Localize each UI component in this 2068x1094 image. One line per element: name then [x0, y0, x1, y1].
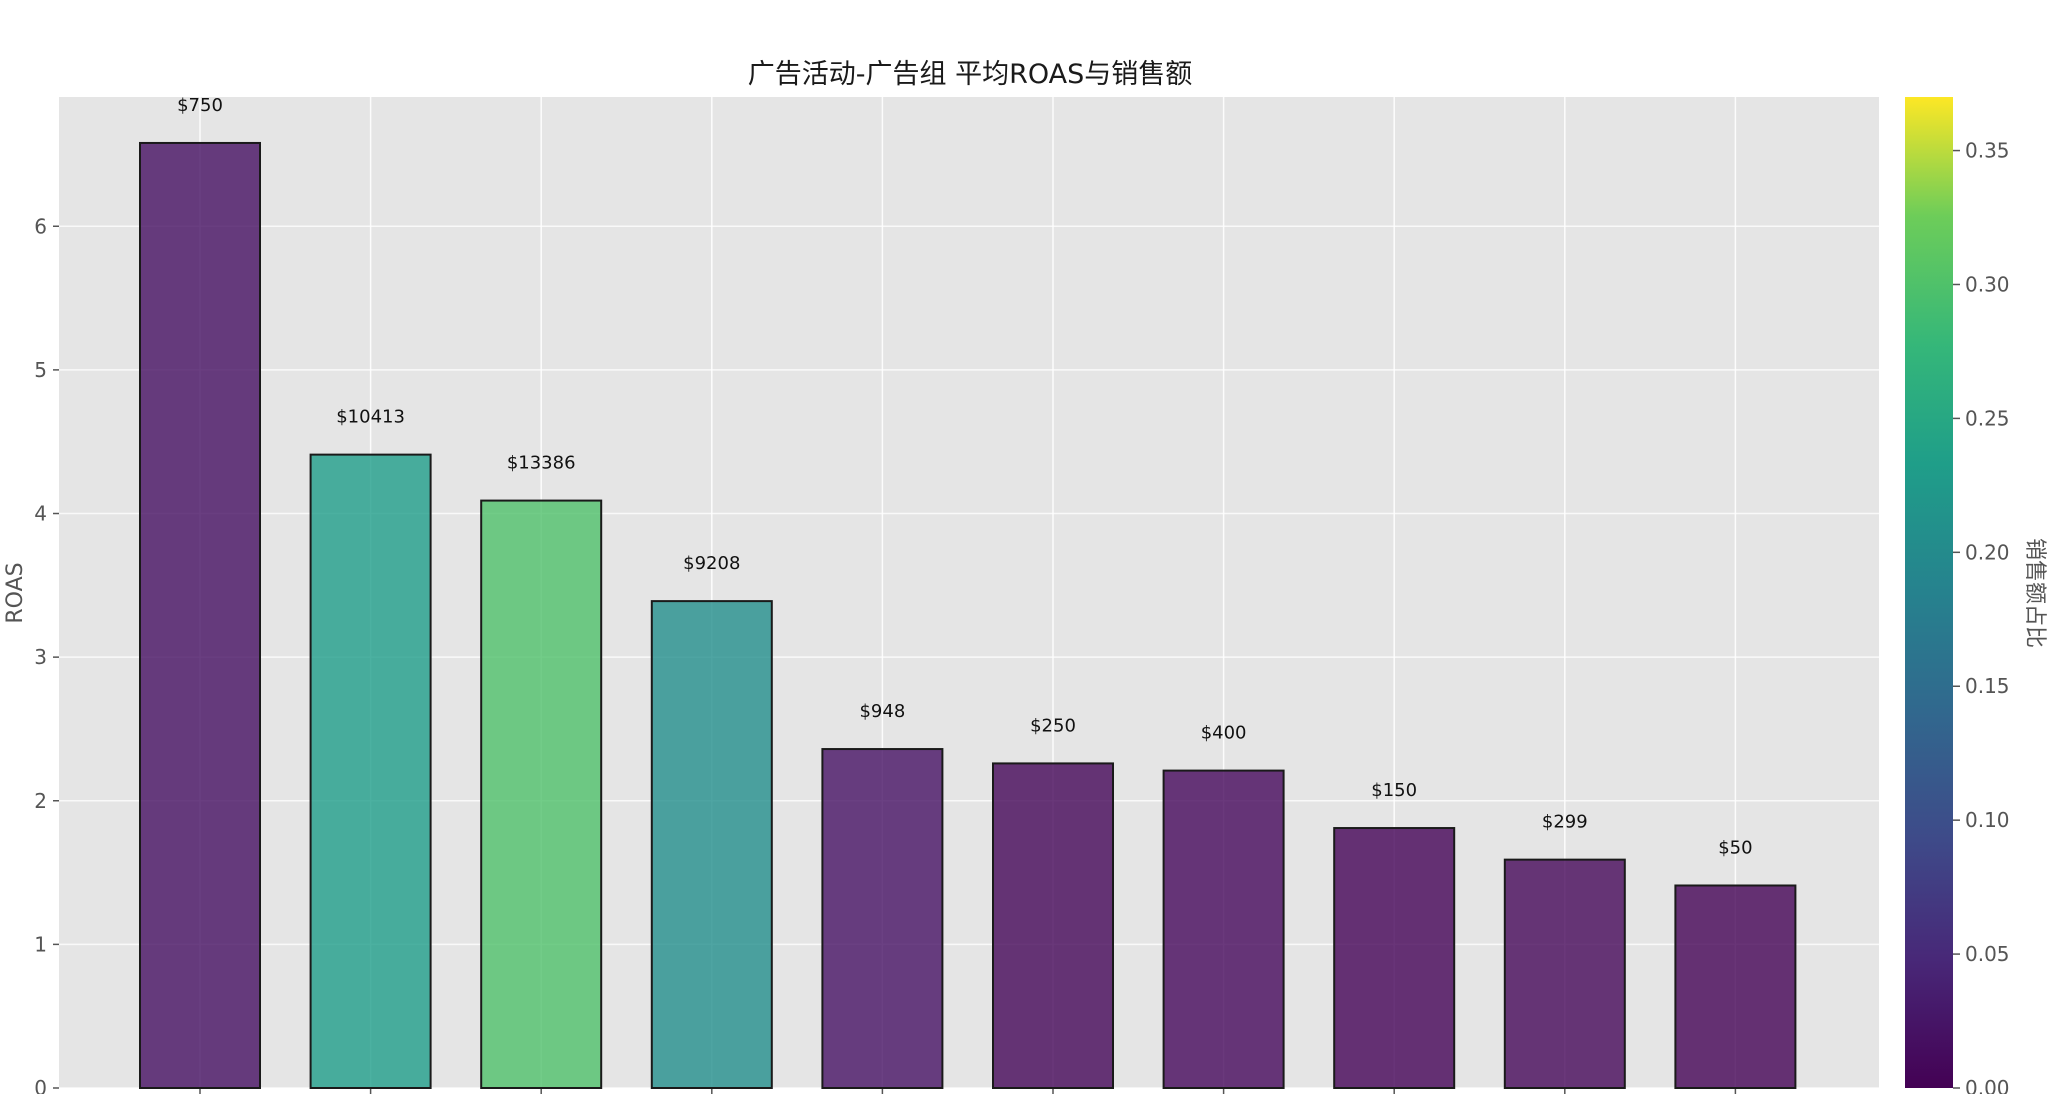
colorbar-tick-label: 0.25: [1965, 406, 2010, 430]
colorbar-tick-label: 0.35: [1965, 139, 2010, 163]
colorbar-tick-label: 0.15: [1965, 674, 2010, 698]
bar-value-label: $250: [1030, 715, 1076, 736]
colorbar-tick-label: 0.05: [1965, 942, 2010, 966]
bar-value-label: $9208: [683, 553, 740, 574]
colorbar-tick-label: 0.00: [1965, 1076, 2010, 1094]
bar-value-label: $299: [1542, 812, 1588, 833]
bar-value-label: $50: [1718, 837, 1752, 858]
bar-value-label: $400: [1201, 723, 1247, 744]
bar: [480, 499, 603, 1089]
y-tick-label: 1: [34, 932, 47, 956]
bar-value-label: $13386: [507, 453, 576, 474]
y-axis-label: ROAS: [3, 562, 28, 623]
bar: [309, 453, 432, 1089]
bar: [139, 141, 261, 1090]
colorbar-scale: [1905, 97, 1953, 1088]
bar: [1333, 827, 1456, 1090]
y-tick-label: 0: [34, 1076, 47, 1094]
bar-value-label: $750: [177, 95, 223, 116]
colorbar-tick-label: 0.30: [1965, 272, 2010, 296]
y-tick-label: 6: [34, 214, 47, 238]
bar-value-label: $948: [859, 701, 905, 722]
bar: [992, 762, 1114, 1090]
colorbar: 0.00 0.05 0.10 0.15 0.20 0.25 0.30 0.35: [1905, 97, 2010, 1094]
y-tick-label: 4: [34, 502, 47, 526]
bar: [1503, 858, 1626, 1090]
bar-value-label: $150: [1371, 780, 1417, 801]
plot-area: 0 1 2 3 4 5 6 $750 $10413 $13386 $9208 $948 $250 $400…: [34, 95, 1879, 1094]
bar: [1674, 884, 1797, 1090]
bar-value-label: $10413: [336, 407, 405, 428]
bar: [821, 748, 944, 1089]
colorbar-label: 销售额占比: [2022, 538, 2047, 648]
colorbar-tick-label: 0.20: [1965, 540, 2010, 564]
chart-title: 广告活动-广告组 平均ROAS与销售额: [748, 59, 1192, 90]
bar: [1162, 769, 1285, 1090]
colorbar-tick-label: 0.10: [1965, 808, 2010, 832]
y-tick-label: 2: [34, 789, 47, 813]
y-tick-label: 3: [34, 645, 47, 669]
y-tick-label: 5: [34, 358, 47, 382]
bar: [650, 600, 773, 1089]
